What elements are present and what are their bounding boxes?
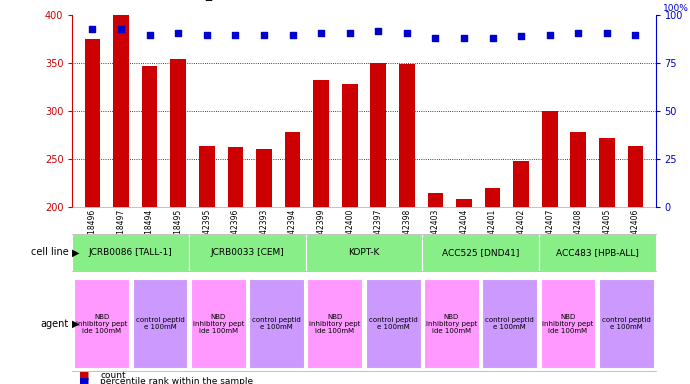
Bar <box>371 63 386 384</box>
Point <box>172 30 184 36</box>
Text: ■: ■ <box>79 371 90 381</box>
Text: control peptid
e 100mM: control peptid e 100mM <box>135 317 184 330</box>
Point <box>630 31 641 38</box>
Point <box>602 30 613 36</box>
Bar <box>628 146 643 384</box>
Point <box>144 31 155 38</box>
Bar <box>482 279 537 368</box>
Text: percentile rank within the sample: percentile rank within the sample <box>100 377 253 384</box>
Text: ▶: ▶ <box>72 247 79 258</box>
Bar <box>256 149 272 384</box>
Text: NBD
inhibitory pept
ide 100mM: NBD inhibitory pept ide 100mM <box>426 313 477 334</box>
Point <box>373 28 384 34</box>
Bar <box>189 234 306 271</box>
Bar <box>85 40 100 384</box>
Bar <box>285 132 300 384</box>
Bar <box>132 279 187 368</box>
Bar <box>308 279 362 368</box>
Bar <box>313 80 329 384</box>
Bar <box>191 279 246 368</box>
Text: cell line: cell line <box>31 247 69 258</box>
Point <box>402 30 413 36</box>
Text: JCRB0086 [TALL-1]: JCRB0086 [TALL-1] <box>89 248 172 257</box>
Bar <box>342 84 357 384</box>
Text: control peptid
e 100mM: control peptid e 100mM <box>485 317 534 330</box>
Bar <box>72 234 189 271</box>
Bar <box>456 199 472 384</box>
Text: ▶: ▶ <box>72 318 79 329</box>
Bar <box>422 234 539 271</box>
Bar <box>113 15 129 384</box>
Point <box>344 30 355 36</box>
Point <box>315 30 326 36</box>
Bar <box>424 279 479 368</box>
Bar <box>366 279 420 368</box>
Text: control peptid
e 100mM: control peptid e 100mM <box>252 317 301 330</box>
Bar <box>542 111 558 384</box>
Bar <box>541 279 595 368</box>
Text: ACC525 [DND41]: ACC525 [DND41] <box>442 248 520 257</box>
Text: NBD
inhibitory pept
ide 100mM: NBD inhibitory pept ide 100mM <box>542 313 593 334</box>
Point <box>544 31 555 38</box>
Point <box>430 35 441 41</box>
Text: control peptid
e 100mM: control peptid e 100mM <box>368 317 417 330</box>
Bar <box>170 59 186 384</box>
Bar <box>75 279 129 368</box>
Bar <box>599 279 653 368</box>
Bar <box>141 66 157 384</box>
Bar <box>306 234 422 271</box>
Point <box>201 31 213 38</box>
Text: ■: ■ <box>79 376 90 384</box>
Bar <box>228 147 243 384</box>
Text: KOPT-K: KOPT-K <box>348 248 380 257</box>
Text: 100%: 100% <box>663 5 689 13</box>
Bar <box>249 279 304 368</box>
Bar <box>539 234 656 271</box>
Bar <box>513 161 529 384</box>
Bar <box>571 132 586 384</box>
Bar <box>599 138 615 384</box>
Point <box>487 35 498 41</box>
Text: NBD
inhibitory pept
ide 100mM: NBD inhibitory pept ide 100mM <box>193 313 244 334</box>
Bar <box>199 146 215 384</box>
Text: JCRB0033 [CEM]: JCRB0033 [CEM] <box>210 248 284 257</box>
Bar <box>428 193 443 384</box>
Text: agent: agent <box>41 318 69 329</box>
Bar <box>399 64 415 384</box>
Text: NBD
inhibitory pept
ide 100mM: NBD inhibitory pept ide 100mM <box>309 313 360 334</box>
Point <box>573 30 584 36</box>
Point <box>259 31 270 38</box>
Point <box>230 31 241 38</box>
Point <box>87 26 98 32</box>
Point <box>287 31 298 38</box>
Text: control peptid
e 100mM: control peptid e 100mM <box>602 317 651 330</box>
Text: NBD
inhibitory pept
ide 100mM: NBD inhibitory pept ide 100mM <box>76 313 127 334</box>
Text: ACC483 [HPB-ALL]: ACC483 [HPB-ALL] <box>555 248 639 257</box>
Point <box>458 35 469 41</box>
Point <box>115 26 126 32</box>
Text: count: count <box>100 371 126 380</box>
Bar <box>485 188 500 384</box>
Point <box>515 33 526 40</box>
